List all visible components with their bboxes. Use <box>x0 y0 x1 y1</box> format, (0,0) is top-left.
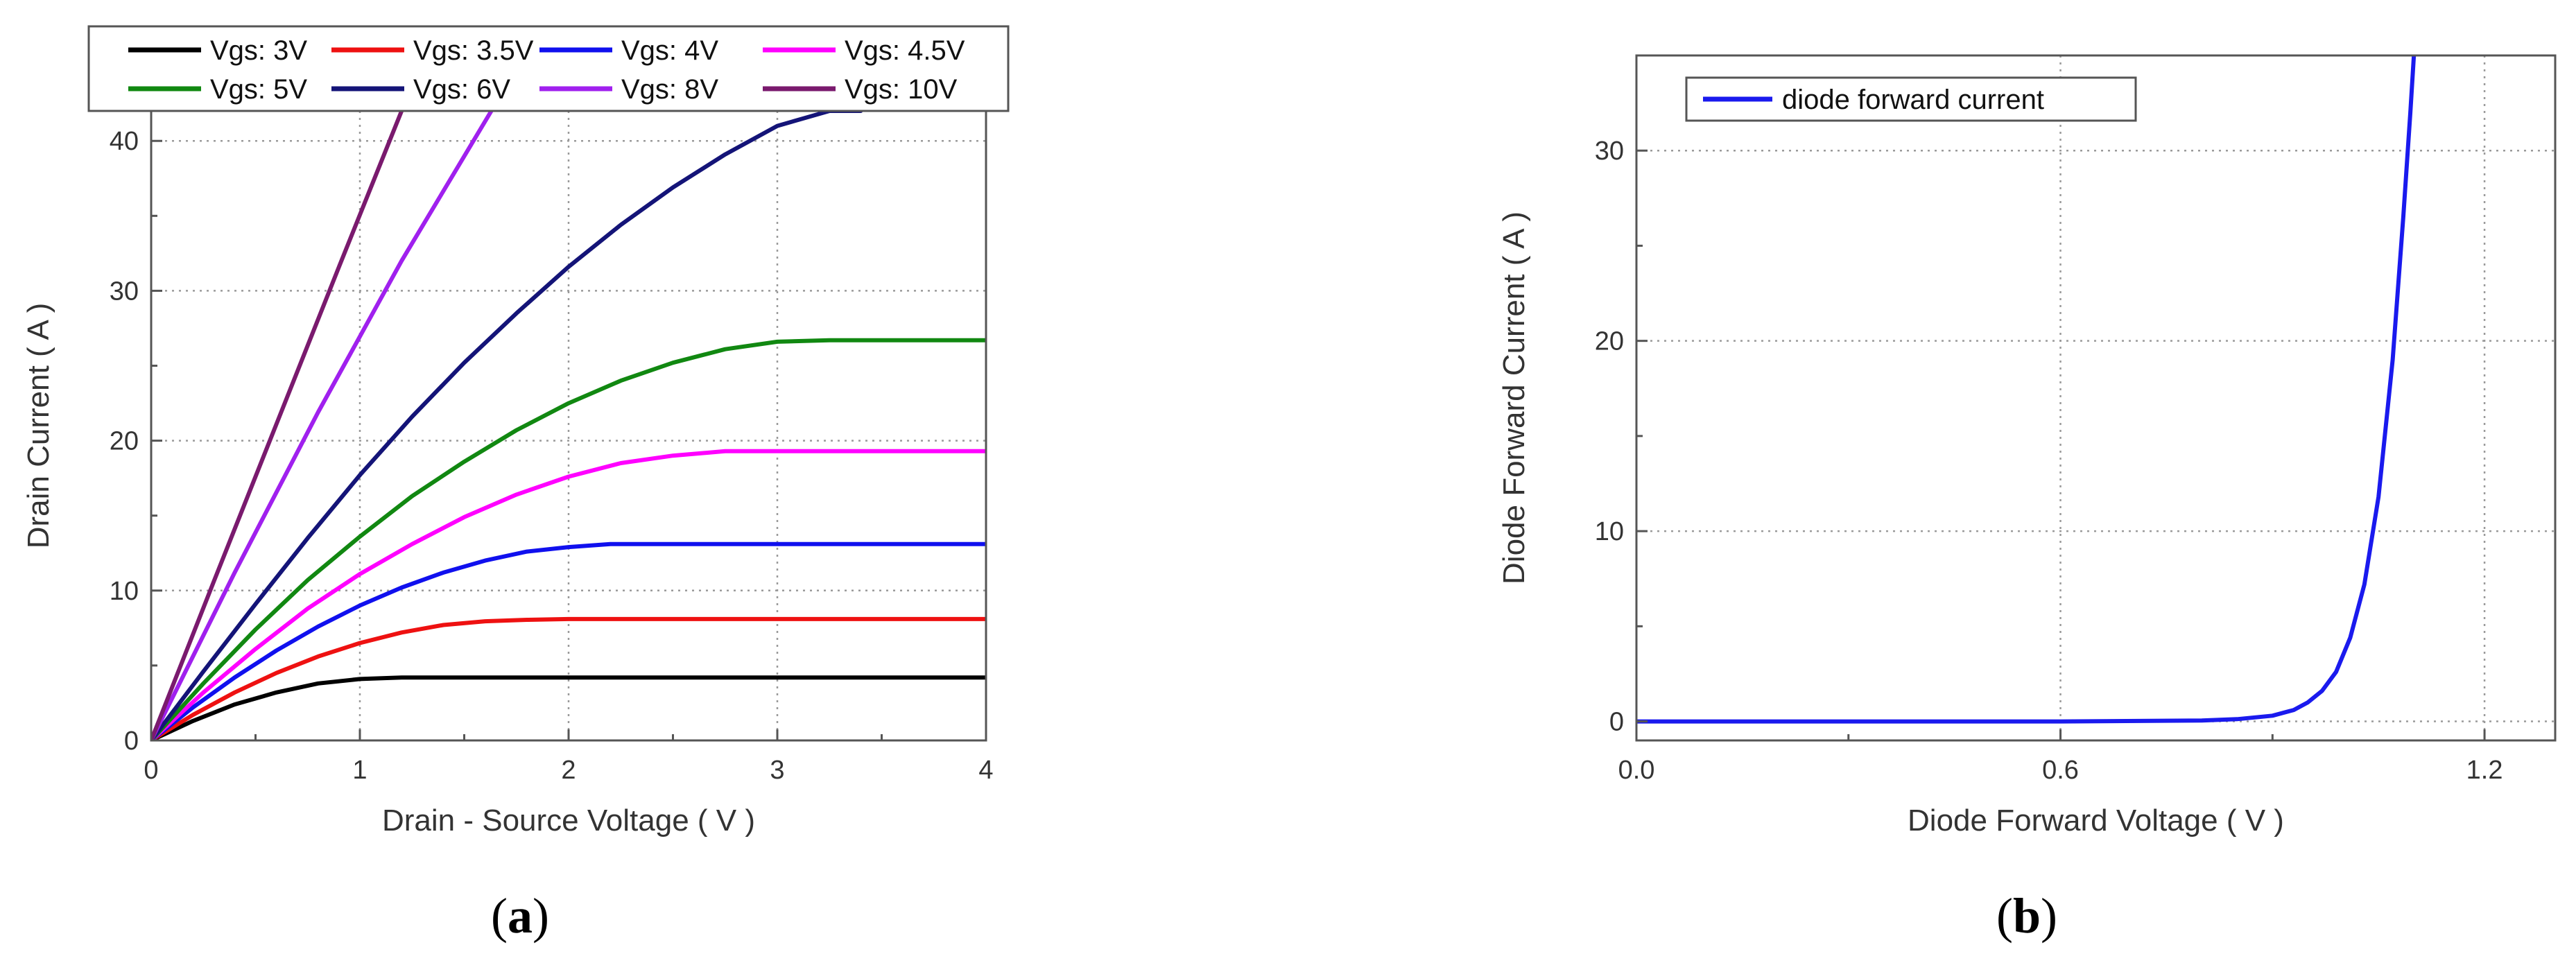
legend-label: Vgs: 8V <box>621 74 718 105</box>
caption-a: (a) <box>491 888 549 944</box>
y-tick-label: 20 <box>1595 327 1624 356</box>
legend-label: Vgs: 3.5V <box>413 35 534 66</box>
x-axis-label: Diode Forward Voltage ( V ) <box>1908 804 2284 838</box>
y-tick-label: 0 <box>1609 708 1624 737</box>
caption-b: (b) <box>1996 888 2057 944</box>
series-line-8 <box>151 111 404 740</box>
x-tick-label: 0.6 <box>2042 756 2079 785</box>
series-line-2 <box>151 616 986 740</box>
legend-label: Vgs: 4V <box>621 35 718 66</box>
x-tick-label: 0 <box>144 756 158 785</box>
panel-b-chart: 0.0 0.6 1.2 0 10 20 30 Diode Forward Voltage ( … <box>1497 54 2557 838</box>
plot-frame <box>1635 54 2557 742</box>
series-line-5 <box>151 338 986 740</box>
legend-label: diode forward current <box>1782 85 2044 115</box>
legend: diode forward current <box>1685 76 2137 122</box>
x-tick-label: 2 <box>561 756 576 785</box>
y-tick-label: 0 <box>124 727 139 756</box>
series-line-3 <box>151 541 986 740</box>
y-axis-label: Diode Forward Current ( A ) <box>1497 211 1531 584</box>
legend-label: Vgs: 6V <box>413 74 510 105</box>
legend-label: Vgs: 5V <box>210 74 307 105</box>
x-tick-label: 1 <box>352 756 367 785</box>
x-tick-label: 3 <box>770 756 784 785</box>
y-tick-label: 10 <box>1595 517 1624 546</box>
series-line-4 <box>151 449 986 740</box>
series-line-1 <box>1636 55 2417 724</box>
x-tick-label: 0.0 <box>1618 756 1655 785</box>
y-tick-label: 30 <box>110 277 139 306</box>
series-line-1 <box>151 675 986 740</box>
series-line-6 <box>151 111 863 740</box>
series-line-7 <box>151 111 494 740</box>
series-group <box>151 111 986 740</box>
legend-box <box>87 25 1010 112</box>
legend-label: Vgs: 4.5V <box>845 35 965 66</box>
y-tick-label: 10 <box>110 577 139 606</box>
y-tick-label: 40 <box>110 127 139 156</box>
y-tick-label: 30 <box>1595 137 1624 166</box>
x-tick-label: 1.2 <box>2466 756 2503 785</box>
legend-label: Vgs: 10V <box>845 74 958 105</box>
series-group <box>1636 55 2417 724</box>
legend-label: Vgs: 3V <box>210 35 307 66</box>
x-axis-label: Drain - Source Voltage ( V ) <box>382 804 755 838</box>
y-tick-label: 20 <box>110 427 139 456</box>
legend: Vgs: 3V Vgs: 3.5V Vgs: 4V Vgs: 4.5V Vgs: 5V V… <box>87 25 1010 112</box>
x-tick-label: 4 <box>978 756 993 785</box>
y-axis-label: Drain Current ( A ) <box>21 303 55 549</box>
